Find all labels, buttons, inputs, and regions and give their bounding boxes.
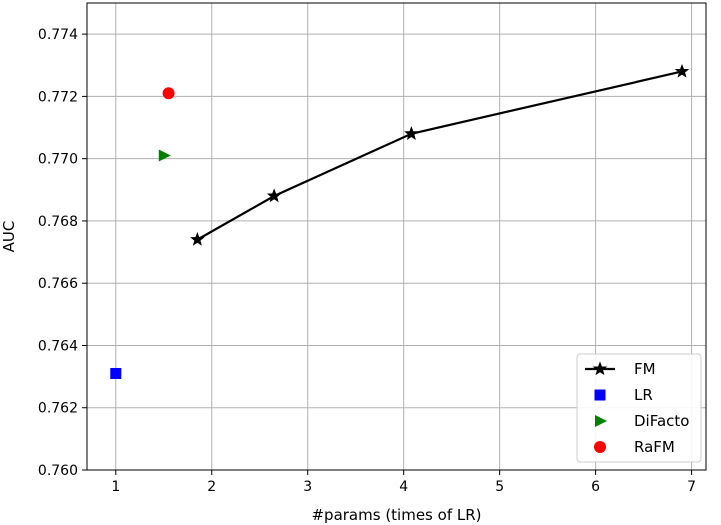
legend-marker-rafm	[594, 441, 606, 453]
y-tick-label: 0.774	[38, 27, 78, 43]
x-tick-label: 3	[303, 479, 312, 495]
x-tick-label: 6	[591, 479, 600, 495]
legend: FM LR DiFacto RaFM	[576, 353, 702, 463]
x-axis-label: #params (times of LR)	[311, 506, 481, 524]
x-tick-label: 2	[207, 479, 216, 495]
y-tick-label: 0.764	[38, 338, 78, 354]
y-tick-label: 0.760	[38, 463, 78, 479]
series-line-fm	[196, 70, 683, 241]
x-tick-label: 4	[399, 479, 408, 495]
data-point-difacto	[158, 149, 171, 162]
legend-label-difacto: DiFacto	[634, 412, 689, 430]
x-tick-label: 1	[111, 479, 120, 495]
plot-series	[110, 63, 690, 379]
y-tick-label: 0.770	[38, 152, 78, 168]
legend-marker-lr	[594, 389, 606, 401]
data-point-fm	[266, 188, 282, 203]
data-point-lr	[110, 367, 122, 379]
legend-label-lr: LR	[634, 386, 653, 404]
y-tick-label: 0.768	[38, 214, 78, 230]
y-tick-label: 0.772	[38, 89, 78, 105]
y-tick-label: 0.766	[38, 276, 78, 292]
x-tick-label: 5	[495, 479, 504, 495]
plot-frame	[86, 2, 707, 471]
data-point-fm	[674, 63, 690, 78]
legend-box	[576, 353, 702, 463]
legend-label-rafm: RaFM	[634, 438, 675, 456]
data-point-rafm	[162, 87, 175, 100]
y-axis-label: AUC	[0, 221, 18, 253]
legend-marker-fm	[592, 361, 608, 376]
grid	[87, 3, 706, 471]
x-tick-label: 7	[687, 479, 696, 495]
data-point-fm	[404, 126, 419, 140]
legend-marker-difacto	[595, 415, 607, 427]
y-tick-label: 0.762	[38, 401, 78, 417]
legend-label-fm: FM	[634, 360, 656, 378]
data-point-fm	[190, 231, 205, 246]
axis-ticks: 1 2 3 4 5 6 7 0.760 0.762 0.764 0.766 0.768 0.770 0.7…	[38, 27, 696, 495]
